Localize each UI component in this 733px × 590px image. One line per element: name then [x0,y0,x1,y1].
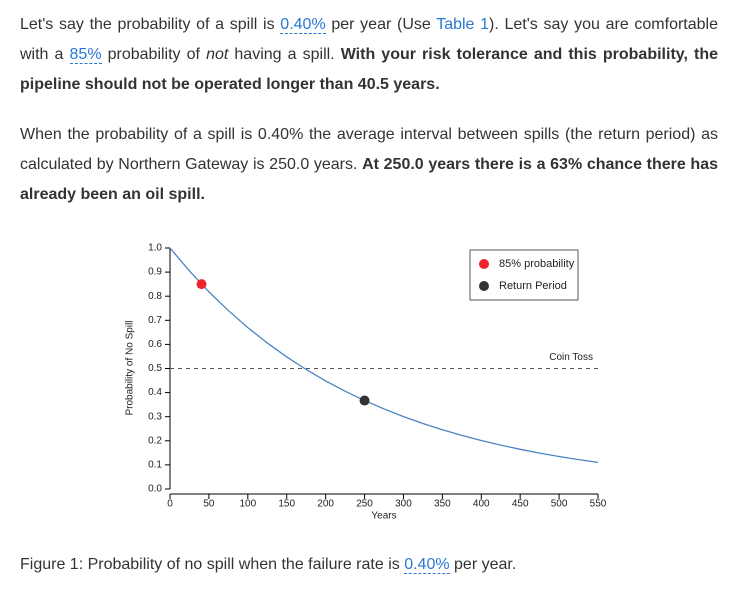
text: per year. [449,556,517,573]
legend-label: 85% probability [499,258,575,270]
x-tick-label: 400 [473,499,490,510]
legend-marker [479,259,489,269]
x-tick-label: 350 [434,499,451,510]
x-tick-label: 450 [512,499,529,510]
reference-label: Coin Toss [549,352,593,363]
x-tick-label: 300 [395,499,412,510]
x-axis-label: Years [371,511,396,522]
text: per year (Use [325,16,437,33]
text: Let's say the probability of a spill is [20,16,281,33]
text: Figure 1: Probability of no spill when t… [20,556,405,573]
y-tick-label: 0.6 [148,339,162,350]
y-tick-label: 0.8 [148,291,162,302]
y-tick-label: 0.9 [148,267,162,278]
text: With your risk tolerance and this probab… [20,46,719,93]
link[interactable]: 0.40% [280,16,326,34]
caption: Figure 1: Probability of no spill when t… [20,550,718,580]
y-tick-label: 0.0 [148,484,162,495]
point [196,279,207,290]
chart: Probability of No Spill Years 0.0 0.1 0.2 0… [125,243,607,522]
legend-marker [479,281,489,291]
paragraph: Let's say the probability of a spill is … [20,10,718,100]
y-tick-label: 0.1 [148,460,162,471]
text: ). Let's say you are comfortable with a [20,16,719,63]
link[interactable]: 0.40% [404,556,450,574]
legend-box [469,249,579,301]
text: When the probability of a spill is 0.40%… [20,126,718,173]
x-tick-label: 250 [356,499,373,510]
y-tick-label: 0.7 [148,315,162,326]
y-tick-label: 1.0 [148,243,162,254]
x-tick-label: 50 [203,499,215,510]
point [359,395,370,406]
y-tick-label: 0.3 [148,411,162,422]
y-tick-label: 0.5 [148,363,162,374]
x-tick-label: 150 [278,499,295,510]
paragraph: When the probability of a spill is 0.40%… [20,120,718,210]
x-tick-label: 500 [551,499,568,510]
text: At 250.0 years there is a 63% chance the… [20,156,718,203]
text: probability of [101,46,207,63]
link[interactable]: 85% [69,46,102,64]
x-tick-label: 100 [239,499,256,510]
link[interactable]: Table 1 [436,16,490,33]
x-tick-label: 0 [167,499,173,510]
x-tick-label: 200 [317,499,334,510]
x-tick-label: 550 [590,499,607,510]
curve [169,247,599,464]
text: not [206,46,229,63]
y-tick-label: 0.4 [148,387,162,398]
legend-label: Return Period [499,280,567,292]
y-tick-label: 0.2 [148,435,162,446]
y-axis-label: Probability of No Spill [125,320,136,415]
text: having a spill. [228,46,341,63]
